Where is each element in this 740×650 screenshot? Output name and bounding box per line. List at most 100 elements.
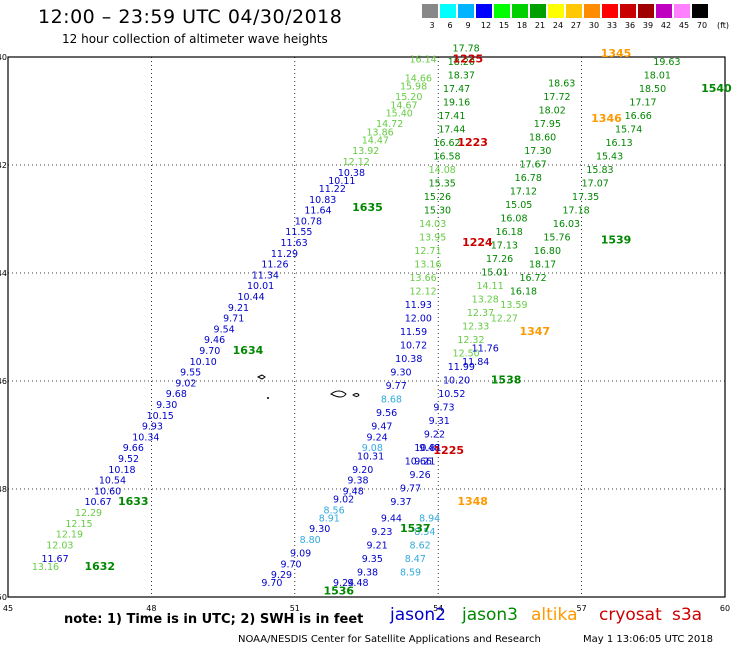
wave-height-label: 17.41: [438, 111, 465, 122]
wave-height-label: 8.47: [405, 554, 426, 565]
wave-height-label: 13.95: [419, 233, 446, 244]
wave-height-label: 9.21: [228, 303, 249, 314]
wave-height-label: 9.30: [309, 524, 330, 535]
wave-height-label: 10.11: [328, 176, 355, 187]
x-tick-label: 57: [577, 604, 587, 613]
wave-height-label: 16.03: [553, 219, 580, 230]
wave-height-label: 9.24: [333, 578, 354, 589]
wave-height-label: 12.15: [65, 519, 92, 530]
wave-height-label: 9.47: [371, 422, 392, 433]
legend-cryosat: cryosat: [599, 605, 662, 625]
wave-height-label: 9.93: [142, 422, 163, 433]
wave-height-label: 16.80: [534, 246, 561, 257]
wave-height-label: 18.02: [539, 106, 566, 117]
wave-height-label: 18.17: [529, 260, 556, 271]
scale-label: 70: [696, 21, 708, 30]
wave-height-label: 9.37: [390, 497, 411, 508]
wave-height-label: 10.54: [99, 476, 126, 487]
wave-height-label: 10.15: [147, 411, 174, 422]
wave-height-label: 9.29: [271, 570, 292, 581]
pass-time-label: 1632: [84, 560, 115, 573]
wave-height-label: 10.67: [84, 497, 111, 508]
wave-height-label: 10.18: [108, 465, 135, 476]
wave-height-label: 13.86: [367, 127, 394, 138]
wave-height-label: 10.10: [190, 357, 217, 368]
wave-height-label: 12.27: [491, 314, 518, 325]
scale-swatch: [440, 4, 456, 18]
wave-height-label: 9.23: [371, 527, 392, 538]
wave-height-label: 11.64: [304, 206, 331, 217]
scale-swatch: [458, 4, 474, 18]
scale-swatch: [674, 4, 690, 18]
wave-height-label: 12.37: [467, 308, 494, 319]
wave-height-label: 14.11: [476, 281, 503, 292]
scale-label: 39: [642, 21, 654, 30]
scale-label: 9: [465, 21, 471, 30]
scale-label: 45: [678, 21, 690, 30]
wave-height-label: 15.76: [543, 233, 570, 244]
wave-height-label: 16.72: [519, 273, 546, 284]
scale-swatch: [422, 4, 438, 18]
wave-height-label: 9.48: [347, 578, 368, 589]
legend-s3a: s3a: [672, 605, 703, 625]
wave-height-label: 9.52: [118, 454, 139, 465]
wave-height-label: 9.48: [343, 486, 364, 497]
wave-height-label: 15.43: [596, 152, 623, 163]
wave-height-label: 8.68: [381, 395, 402, 406]
tick-labels: 45 48 51 54 57 60 -40 -42 -44 -46 -48 -50: [0, 53, 730, 613]
scale-swatch: [512, 4, 528, 18]
wave-height-label: 11.59: [400, 327, 427, 338]
wave-height-label: 9.24: [367, 432, 388, 443]
legend-altika: altika: [531, 605, 578, 625]
pass-time-label: 1224: [462, 236, 493, 249]
wave-height-label: 9.55: [180, 368, 201, 379]
x-tick-label: 45: [3, 604, 13, 613]
x-tick-label: 48: [146, 604, 156, 613]
island-dot: [267, 397, 269, 399]
wave-height-label: 17.95: [534, 119, 561, 130]
wave-height-label: 10.66: [405, 457, 432, 468]
wave-height-label: 15.01: [481, 268, 508, 279]
wave-height-label: 13.16: [414, 260, 441, 271]
wave-height-label: 18.50: [639, 84, 666, 95]
wave-height-label: 16.14: [410, 54, 437, 65]
scale-label: 33: [606, 21, 618, 30]
wave-height-label: 14.47: [362, 135, 389, 146]
wave-height-label: 14.67: [390, 100, 417, 111]
wave-height-label: 16.66: [625, 111, 652, 122]
wave-height-label: 16.58: [433, 152, 460, 163]
wave-height-label: 17.44: [438, 125, 465, 136]
y-tick-label: -48: [0, 485, 7, 494]
wave-height-label: 8.56: [323, 505, 344, 516]
wave-height-label: 9.46: [204, 335, 225, 346]
wave-height-label: 15.98: [400, 81, 427, 92]
wave-height-label: 9.70: [280, 559, 301, 570]
wave-height-label: 18.60: [529, 133, 556, 144]
wave-height-label: 10.38: [395, 354, 422, 365]
wave-height-label: 17.17: [629, 98, 656, 109]
wave-height-label: 12.03: [46, 540, 73, 551]
wave-height-label: 15.26: [424, 192, 451, 203]
wave-height-values: 13.1611.6712.0312.1912.1512.2910.6710.60…: [32, 44, 681, 590]
scale-swatch: [620, 4, 636, 18]
wave-height-label: 18.20: [448, 57, 475, 68]
wave-height-label: 15.35: [429, 179, 456, 190]
wave-height-label: 12.33: [462, 322, 489, 333]
wave-height-label: 8.59: [400, 567, 421, 578]
wave-height-label: 12.29: [75, 508, 102, 519]
wave-height-label: 11.29: [271, 249, 298, 260]
wave-height-label: 9.30: [390, 368, 411, 379]
wave-height-label: 9.21: [367, 540, 388, 551]
wave-height-label: 17.30: [524, 146, 551, 157]
wave-height-label: 10.38: [338, 168, 365, 179]
wave-height-label: 12.12: [343, 157, 370, 168]
scale-label: 6: [447, 21, 453, 30]
wave-height-label: 9.38: [347, 476, 368, 487]
pass-time-label: 1225: [433, 444, 464, 457]
scale-label: 27: [570, 21, 582, 30]
scale-swatch: [584, 4, 600, 18]
wave-height-label: 11.22: [319, 184, 346, 195]
wave-height-label: 17.13: [491, 241, 518, 252]
wave-height-label: 14.03: [419, 219, 446, 230]
